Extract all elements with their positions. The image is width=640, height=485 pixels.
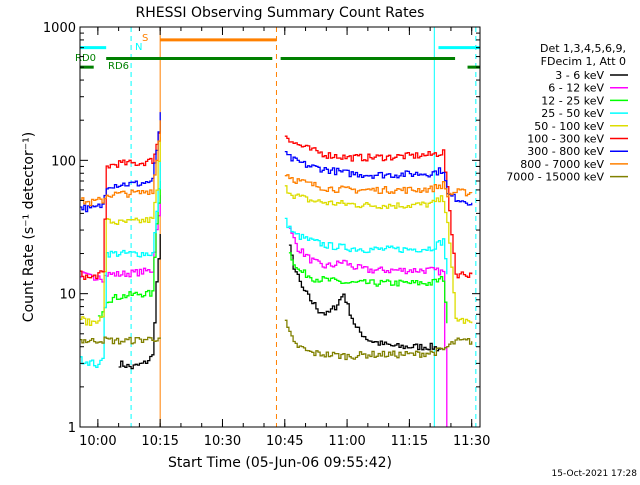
series-line-7-1 xyxy=(284,174,473,198)
series-line-5-0 xyxy=(80,120,161,280)
x-tick-label-1: 10:15 xyxy=(141,434,178,449)
x-tick-label-5: 11:15 xyxy=(391,434,428,449)
y-tick-label-2: 100 xyxy=(51,154,76,169)
legend-header-1: FDecim 1, Att 0 xyxy=(541,55,626,68)
legend-label-5: 100 - 300 keV xyxy=(527,133,604,146)
legend-label-4: 50 - 100 keV xyxy=(534,120,604,133)
series-line-2-1 xyxy=(288,252,448,324)
series-line-8-0 xyxy=(80,336,161,345)
legend-label-8: 7000 - 15000 keV xyxy=(506,171,604,184)
y-tick-label-1: 10 xyxy=(59,288,76,303)
series-line-4-0 xyxy=(80,136,161,326)
y-tick-label-3: 1000 xyxy=(43,21,76,36)
legend-header-0: Det 1,3,4,5,6,9, xyxy=(540,42,626,55)
flag-label-rd6: RD6 xyxy=(108,61,129,72)
plot-frame xyxy=(79,26,481,428)
x-tick-label-2: 10:30 xyxy=(204,434,241,449)
x-axis-label: Start Time (05-Jun-06 09:55:42) xyxy=(168,455,392,471)
series-line-7-0 xyxy=(80,120,161,207)
y-tick-label-0: 1 xyxy=(68,421,76,436)
legend-label-0: 3 - 6 keV xyxy=(555,69,604,82)
flag-label-s: S xyxy=(142,33,148,44)
footer-date: 15-Oct-2021 17:28 xyxy=(552,469,638,479)
axes: 1 10 100 1000 10:00 10:15 10:30 10:45 11:00 11:15… xyxy=(43,21,491,449)
x-tick-label-4: 11:00 xyxy=(328,434,365,449)
series-line-5-1 xyxy=(284,135,473,279)
y-axis-label: Count Rate (s⁻¹ detector⁻¹) xyxy=(21,132,37,322)
series-line-6-0 xyxy=(80,112,161,213)
series-line-8-1 xyxy=(284,319,473,361)
legend-label-3: 25 - 50 keV xyxy=(541,107,604,120)
series-line-0-0 xyxy=(118,234,161,370)
legend-label-7: 800 - 7000 keV xyxy=(520,158,604,171)
series-line-4-1 xyxy=(284,185,473,324)
legend: Det 1,3,4,5,6,9,FDecim 1, Att 03 - 6 keV… xyxy=(506,42,628,184)
series-line-3-0 xyxy=(80,160,161,369)
chart-title: RHESSI Observing Summary Count Rates xyxy=(136,5,425,21)
legend-label-6: 300 - 800 keV xyxy=(527,145,604,158)
series-line-0-1 xyxy=(288,244,444,352)
flag-label-rd0: RD0 xyxy=(75,53,96,64)
flag-label-n: N xyxy=(135,42,142,53)
plot-area: SN RD0 RD6 xyxy=(75,27,480,427)
series-line-1-1 xyxy=(288,227,448,427)
legend-label-1: 6 - 12 keV xyxy=(548,82,604,95)
series-line-3-1 xyxy=(284,217,448,275)
x-tick-label-6: 11:30 xyxy=(453,434,490,449)
series-line-2-0 xyxy=(97,181,161,318)
legend-label-2: 12 - 25 keV xyxy=(541,94,604,107)
x-tick-label-3: 10:45 xyxy=(266,434,303,449)
series-line-6-1 xyxy=(284,150,473,206)
x-tick-label-0: 10:00 xyxy=(79,434,116,449)
